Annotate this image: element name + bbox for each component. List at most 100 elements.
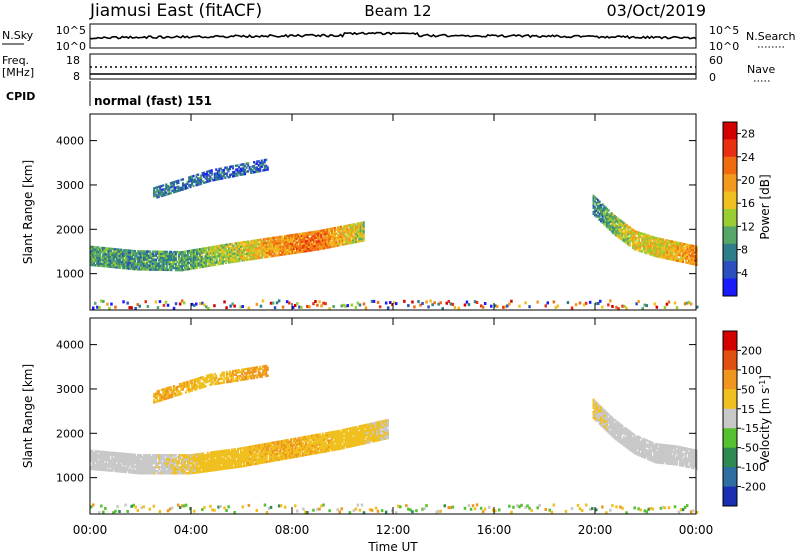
clutter-cell: [351, 304, 354, 307]
clutter-cell: [272, 302, 275, 305]
power-echoes: [90, 159, 699, 311]
clutter-cell: [102, 300, 105, 303]
freq-right-tick-bottom: 0: [709, 71, 716, 84]
colorbar-swatch: [723, 122, 737, 140]
clutter-cell: [233, 305, 236, 308]
clutter-cell: [242, 305, 245, 308]
echo-cell: [224, 177, 226, 179]
clutter-cell: [179, 303, 182, 306]
clutter-cell: [676, 306, 679, 309]
noise-right-label: N.Search: [746, 30, 796, 43]
echo-cell: [98, 246, 100, 248]
colorbar-swatch: [723, 261, 737, 279]
clutter-cell: [589, 301, 592, 304]
clutter-cell: [452, 303, 455, 306]
clutter-cell: [585, 302, 588, 305]
clutter-cell: [468, 303, 471, 306]
clutter-cell: [427, 305, 430, 308]
clutter-cell: [92, 307, 95, 310]
clutter-cell: [464, 304, 467, 307]
echo-cell: [211, 169, 213, 171]
clutter-cell: [316, 304, 319, 307]
echo-cell: [182, 178, 184, 180]
clutter-cell: [476, 301, 479, 304]
echo-cell: [599, 201, 601, 203]
colorbar-tick-label: 28: [741, 128, 755, 141]
clutter-cell: [625, 307, 628, 310]
clutter-cell: [365, 306, 368, 309]
clutter-cell: [403, 300, 406, 303]
echo-cell: [170, 192, 172, 194]
clutter-cell: [363, 303, 366, 306]
clutter-cell: [122, 300, 125, 303]
clutter-cell: [567, 301, 570, 304]
colorbar-tick-label: 12: [741, 220, 755, 233]
clutter-cell: [425, 301, 428, 304]
clutter-cell: [458, 307, 461, 310]
clutter-cell: [260, 305, 263, 308]
clutter-cell: [256, 303, 259, 306]
clutter-cell: [282, 306, 285, 309]
echo-cell: [120, 249, 122, 251]
echo-cell: [197, 174, 199, 176]
velocity-echoes: [90, 365, 699, 515]
clutter-cell: [167, 304, 170, 307]
colorbar-tick-label: 20: [741, 174, 755, 187]
clutter-cell: [175, 302, 178, 305]
clutter-cell: [274, 306, 277, 309]
echo-cell: [387, 419, 389, 421]
clutter-cell: [518, 305, 521, 308]
colorbar-tick-label: 24: [741, 151, 755, 164]
clutter-cell: [571, 307, 574, 310]
clutter-cell: [411, 301, 414, 304]
clutter-cell: [690, 303, 693, 306]
clutter-cell: [163, 304, 166, 307]
freq-left-unit: [MHz]: [2, 66, 34, 79]
clutter-cell: [155, 301, 158, 304]
clutter-cell: [347, 304, 350, 307]
echo-cell: [387, 429, 389, 431]
noise-right-tick-top: 10^5: [709, 24, 739, 37]
clutter-cell: [145, 300, 148, 303]
echo-cell: [662, 239, 664, 241]
cpid-label: CPID: [6, 90, 35, 103]
clutter-cell: [421, 302, 424, 305]
clutter-cell: [314, 300, 317, 303]
date-title: 03/Oct/2019: [606, 1, 706, 20]
clutter-cell: [484, 302, 487, 305]
y-tick-label: 4000: [56, 135, 84, 148]
echo-cell: [226, 172, 228, 174]
colorbar-tick-label: 16: [741, 197, 755, 210]
colorbar-swatch: [723, 157, 737, 175]
clutter-cell: [296, 302, 299, 305]
clutter-cell: [130, 306, 133, 309]
clutter-cell: [440, 301, 443, 304]
clutter-cell: [379, 305, 382, 308]
echo-cell: [166, 251, 168, 253]
clutter-cell: [157, 306, 160, 309]
colorbar-swatch: [723, 174, 737, 192]
clutter-cell: [607, 303, 610, 306]
site-title: Jiamusi East (fitACF): [89, 1, 262, 21]
clutter-cell: [524, 301, 527, 304]
echo-cell: [247, 162, 249, 164]
clutter-cell: [429, 300, 432, 303]
echo-cell: [265, 159, 267, 161]
clutter-cell: [126, 302, 128, 305]
noise-left-tick-bottom: 10^0: [56, 40, 86, 53]
colorbar-swatch: [723, 209, 737, 227]
clutter-cell: [536, 301, 539, 304]
clutter-cell: [508, 303, 511, 306]
clutter-cell: [373, 300, 376, 303]
noise-sky-line: [90, 33, 696, 39]
clutter-cell: [318, 300, 321, 303]
clutter-cell: [601, 306, 604, 309]
echo-cell: [621, 425, 623, 427]
clutter-cell: [308, 305, 311, 308]
echo-cell: [187, 187, 189, 189]
colorbar-swatch: [723, 192, 737, 210]
echo-cell: [232, 165, 234, 167]
colorbar-tick-label: 4: [741, 267, 748, 280]
echo-cell: [267, 166, 269, 168]
